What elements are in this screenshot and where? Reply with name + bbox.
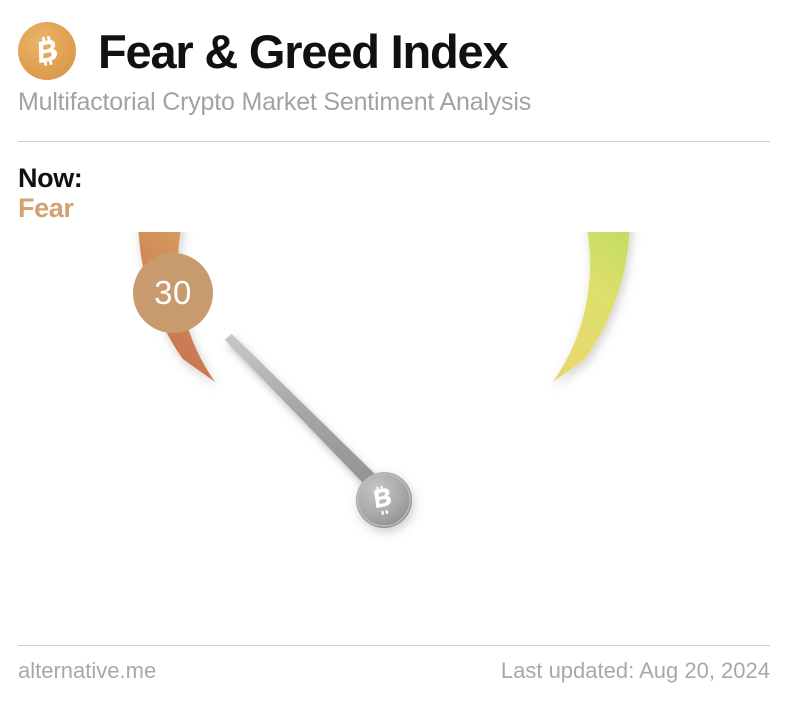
gauge-value-badge: 30 xyxy=(133,253,213,333)
title-row: Fear & Greed Index xyxy=(18,20,770,82)
header: Fear & Greed Index Multifactorial Crypto… xyxy=(18,20,770,116)
bitcoin-icon xyxy=(374,485,391,515)
gauge-arc-highlight xyxy=(137,232,631,383)
current-status: Now: Fear xyxy=(18,163,83,224)
divider-top xyxy=(18,141,770,142)
status-classification: Fear xyxy=(18,193,74,224)
gauge-arc-band xyxy=(138,232,630,383)
gauge-needle xyxy=(224,333,394,504)
divider-bottom xyxy=(18,645,770,646)
page-subtitle: Multifactorial Crypto Market Sentiment A… xyxy=(18,88,532,116)
gauge xyxy=(0,232,788,632)
bitcoin-icon xyxy=(18,22,76,80)
page-title: Fear & Greed Index xyxy=(98,24,509,78)
last-updated-label: Last updated: Aug 20, 2024 xyxy=(500,658,770,683)
status-now-label: Now: xyxy=(18,163,83,193)
source-link[interactable]: alternative.me xyxy=(18,658,157,683)
gauge-svg xyxy=(137,232,631,528)
footer: alternative.me Last updated: Aug 20, 202… xyxy=(18,658,770,684)
needle-hub xyxy=(356,472,412,528)
